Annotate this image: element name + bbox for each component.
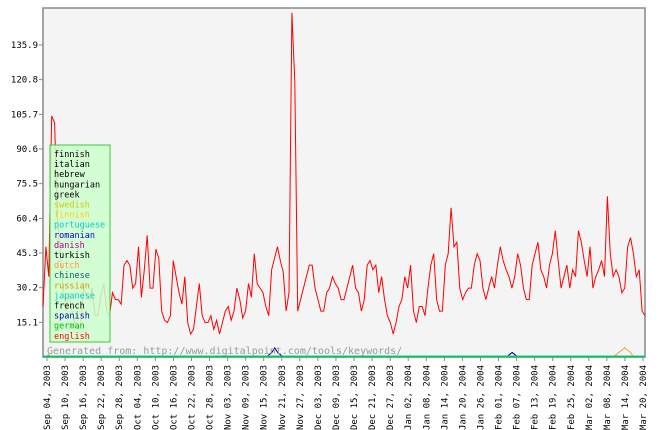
x-tick-label: Oct 10, 2003: [151, 365, 161, 430]
y-tick-label: 15.1: [16, 318, 38, 328]
y-tick-label: 30.2: [16, 284, 38, 294]
footer-source-text: Generated from: http://www.digitalpoint.…: [47, 346, 402, 357]
x-tick-label: Nov 03, 2003: [224, 365, 234, 430]
legend-item-greek: greek: [54, 190, 80, 200]
legend-item-english: english: [54, 332, 90, 342]
x-tick-label: Nov 21, 2003: [278, 365, 288, 430]
x-tick-label: Dec 15, 2003: [350, 365, 360, 430]
legend-item-spanish: spanish: [54, 312, 90, 322]
legend-item-italian: italian: [54, 160, 90, 170]
x-tick-label: Feb 01, 2004: [495, 365, 505, 430]
legend-item-finnish: finnish: [54, 211, 90, 221]
y-tick-label: 75.5: [16, 180, 38, 190]
x-axis: Sep 04, 2003 Sep 10, 2003 Sep 16, 2003 Sep …: [43, 357, 649, 430]
legend-item-turkish: turkish: [54, 251, 90, 261]
x-tick-label: Sep 10, 2003: [61, 365, 71, 430]
legend-item-german: german: [54, 322, 85, 332]
y-tick-label: 45.3: [16, 249, 38, 259]
legend-item-swedish: swedish: [54, 201, 90, 211]
x-tick-label: Feb 13, 2004: [531, 365, 541, 430]
y-tick-label: 60.4: [16, 214, 38, 224]
x-tick-label: Oct 16, 2003: [169, 365, 179, 430]
x-tick-label: Dec 27, 2003: [386, 365, 396, 430]
legend-box: [49, 144, 111, 343]
legend-item-finnish: finnish: [54, 150, 90, 160]
legend-item-danish: danish: [54, 241, 85, 251]
legend-item-japanese: japanese: [54, 291, 95, 301]
x-tick-label: Oct 04, 2003: [133, 365, 143, 430]
legend-item-romanian: romanian: [54, 231, 95, 241]
y-tick-label: 105.7: [11, 110, 38, 120]
legend: finnishitalianhebrewhungariangreekswedis…: [49, 144, 111, 343]
x-tick-label: Mar 14, 2004: [621, 365, 631, 430]
x-tick-label: Dec 09, 2003: [332, 365, 342, 430]
x-tick-label: Mar 08, 2004: [603, 365, 613, 430]
legend-item-french: french: [54, 302, 85, 312]
x-tick-label: Oct 22, 2003: [187, 365, 197, 430]
y-tick-label: 135.9: [11, 41, 38, 51]
legend-item-portuguese: portuguese: [54, 221, 105, 231]
x-tick-label: Nov 15, 2003: [260, 365, 270, 430]
x-tick-label: Oct 28, 2003: [206, 365, 216, 430]
x-tick-label: Jan 08, 2004: [422, 365, 432, 430]
x-tick-label: Jan 02, 2004: [404, 365, 414, 430]
legend-item-hebrew: hebrew: [54, 170, 86, 180]
x-tick-label: Sep 16, 2003: [79, 365, 89, 430]
plot-area: [42, 7, 646, 358]
x-tick-label: Nov 27, 2003: [296, 365, 306, 430]
x-tick-label: Sep 22, 2003: [97, 365, 107, 430]
legend-item-hungarian: hungarian: [54, 180, 100, 190]
x-tick-label: Dec 03, 2003: [314, 365, 324, 430]
series-lines: [42, 12, 646, 358]
legend-item-chinese: chinese: [54, 271, 90, 281]
x-tick-label: Jan 14, 2004: [440, 365, 450, 430]
series-line-english: [42, 12, 646, 336]
y-axis: 15.1 30.2 45.3 60.4 75.5 90.6 105.7 120.8 135.9: [11, 41, 43, 328]
x-tick-label: Dec 21, 2003: [368, 365, 378, 430]
y-tick-label: 120.8: [11, 76, 38, 86]
x-tick-label: Feb 19, 2004: [549, 365, 559, 430]
x-tick-label: Feb 07, 2004: [513, 365, 523, 430]
legend-item-russian: russian: [54, 281, 90, 291]
x-tick-label: Sep 04, 2003: [43, 365, 53, 430]
legend-item-dutch: dutch: [54, 261, 80, 271]
x-tick-label: Mar 02, 2004: [585, 365, 595, 430]
x-tick-label: Nov 09, 2003: [242, 365, 252, 430]
y-tick-label: 90.6: [16, 145, 38, 155]
x-tick-label: Sep 28, 2003: [115, 365, 125, 430]
x-tick-label: Jan 20, 2004: [458, 365, 468, 430]
x-tick-label: Feb 25, 2004: [567, 365, 577, 430]
x-tick-label: Mar 20, 2004: [639, 365, 649, 430]
x-tick-label: Jan 26, 2004: [476, 365, 486, 430]
